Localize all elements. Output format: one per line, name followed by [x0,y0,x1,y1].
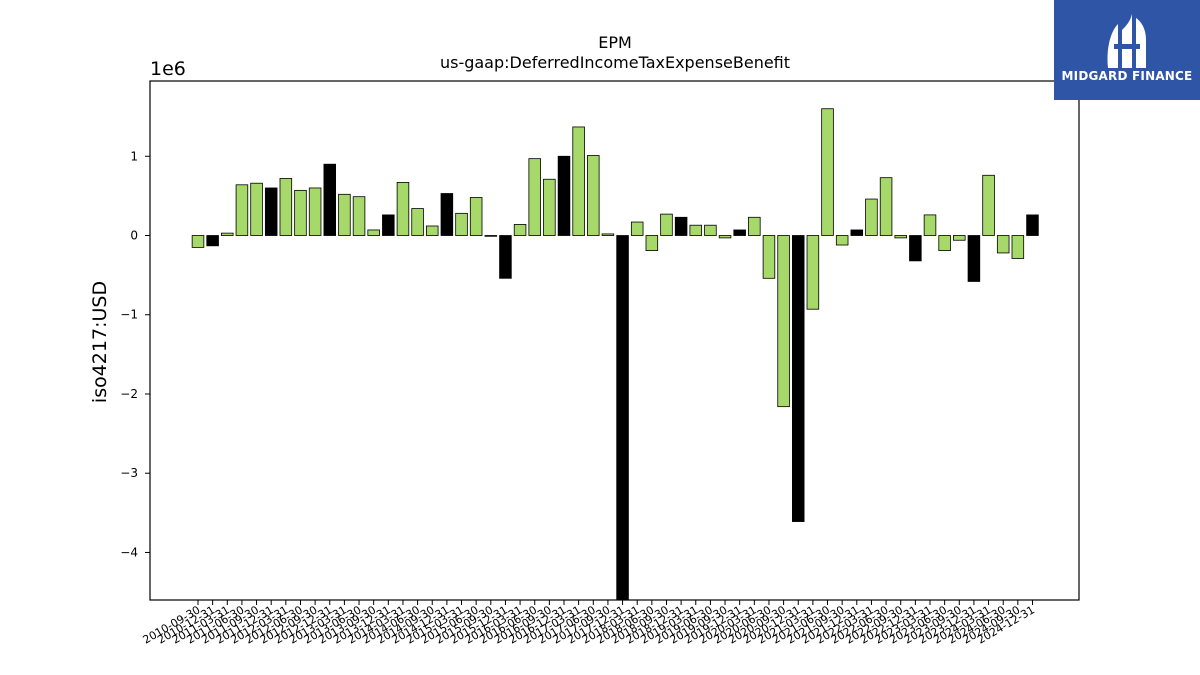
bar-2021-09-30 [835,235,849,246]
bar-2010-12-31 [206,235,219,247]
bar-2023-09-30 [953,235,966,241]
midgard-logo: MIDGARD FINANCE [1054,0,1200,100]
y-ticks: 1 0 −1 −2 −3 −4 [120,149,150,559]
y-axis-label: iso4217:USD [89,281,111,403]
bar-2019-12-31 [733,229,746,236]
y-tick-label: −2 [120,387,138,401]
bar-2019-03-31 [689,224,703,236]
bar-2011-12-31 [264,187,278,236]
bar-2011-06-30 [235,184,249,236]
bar-2021-03-31 [806,235,820,310]
bar-2021-06-30 [821,108,834,236]
bar-2017-06-30 [587,155,600,236]
bar-2017-12-31 [616,235,629,601]
bar-2013-03-31 [338,193,351,236]
bar-2015-09-30 [484,235,498,237]
y-tick-label: 1 [130,149,138,163]
bar-2022-09-30 [894,235,907,239]
bars [191,108,1039,601]
bar-2019-06-30 [704,224,717,236]
bar-2022-03-31 [865,198,878,236]
bar-2016-03-31 [513,224,527,236]
bar-2020-09-30 [777,235,790,408]
bar-2023-03-31 [923,214,937,236]
bar-2014-09-30 [425,225,439,236]
bar-2012-03-31 [279,178,293,236]
bar-2016-12-31 [557,155,571,236]
bar-2018-09-30 [660,213,673,236]
y-tick-label: 0 [130,229,138,243]
bar-2016-09-30 [543,178,556,236]
bar-2016-06-30 [528,158,541,236]
bar-2012-09-30 [308,187,322,236]
bar-2015-12-31 [499,235,512,279]
bar-2014-03-31 [396,182,410,236]
y-multiplier-label: 1e6 [150,58,186,80]
bar-2010-09-30 [191,235,205,248]
bar-2024-09-30 [1011,235,1025,259]
bar-2013-09-30 [367,229,380,236]
bar-2017-09-30 [601,233,615,236]
midgard-logo-icon [1107,14,1146,68]
bar-2020-06-30 [762,235,776,279]
chart-subtitle: us-gaap:DeferredIncomeTaxExpenseBenefit [440,53,790,72]
bar-2011-03-31 [221,232,234,236]
y-tick-label: −1 [120,308,138,322]
chart-title: EPM [598,33,632,52]
bar-2012-12-31 [323,163,337,236]
bar-2022-06-30 [879,177,893,236]
bar-2023-06-30 [938,235,951,251]
x-ticks: 2010-09-302010-12-312011-03-312011-06-30… [141,600,1037,647]
bar-2020-12-31 [791,235,805,522]
bar-2013-12-31 [382,214,395,236]
y-tick-label: −3 [120,466,138,480]
bar-2013-06-30 [352,196,366,236]
bar-2024-06-30 [996,235,1010,254]
bar-2014-06-30 [411,208,424,236]
bar-2023-12-31 [967,235,981,282]
logo-text: MIDGARD FINANCE [1061,69,1193,83]
bar-2015-06-30 [469,197,483,236]
bar-2012-06-30 [294,189,307,236]
plot-frame [149,80,1080,601]
bar-2011-09-30 [250,182,263,236]
bar-2019-09-30 [718,235,732,239]
bar-2017-03-31 [572,126,585,236]
bar-2022-12-31 [909,235,922,262]
bar-2021-12-31 [850,229,864,236]
y-tick-label: −4 [120,545,138,559]
bar-2020-03-31 [748,216,761,236]
bar-2015-03-31 [455,212,468,236]
bar-2014-12-31 [440,193,454,236]
bar-2018-12-31 [674,216,688,236]
bar-2024-12-31 [1026,214,1039,236]
bar-2018-03-31 [630,221,644,236]
bar-2024-03-31 [982,174,995,236]
bar-2018-06-30 [645,235,659,251]
